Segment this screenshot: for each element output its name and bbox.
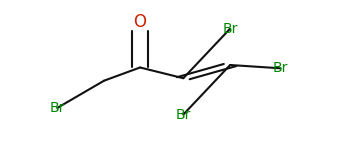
Text: Br: Br	[176, 108, 191, 122]
Text: Br: Br	[49, 101, 65, 115]
Text: Br: Br	[223, 22, 238, 36]
Text: O: O	[134, 13, 147, 31]
Text: Br: Br	[273, 61, 288, 75]
